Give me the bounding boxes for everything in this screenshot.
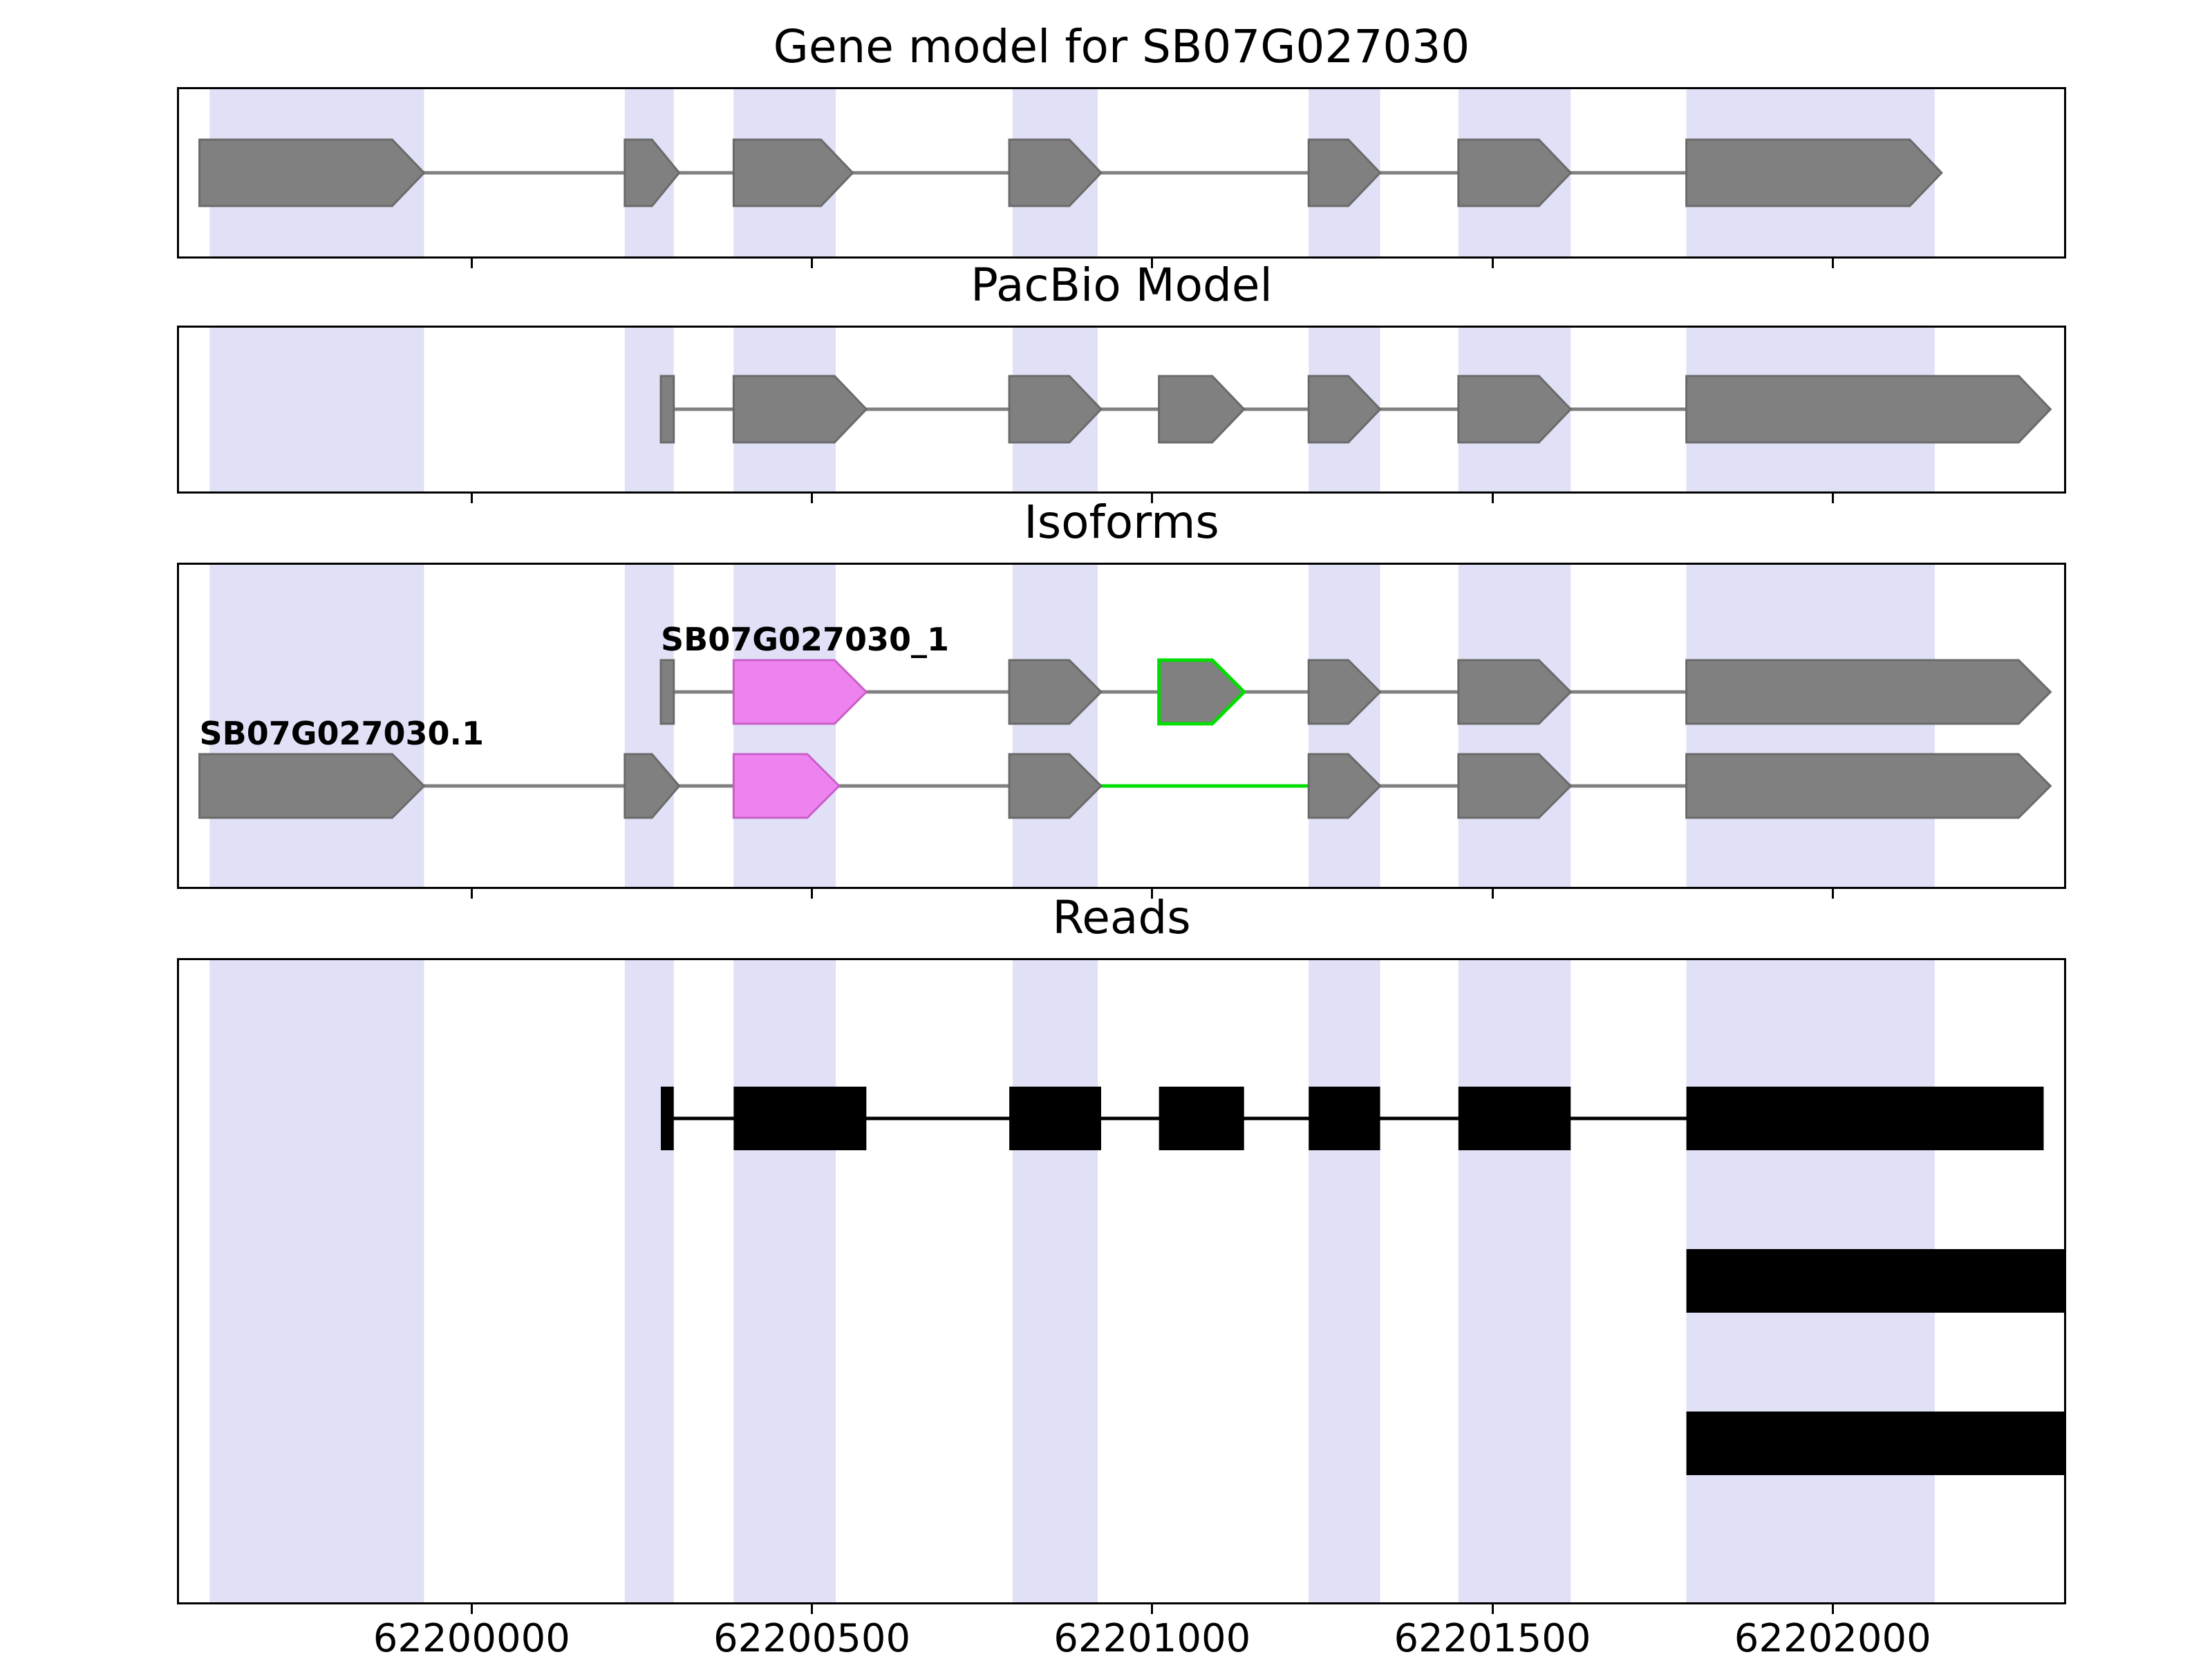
exon [624, 753, 681, 819]
read-block [1309, 1087, 1380, 1150]
x-axis-tick [811, 1604, 814, 1614]
isoform-label: SB07G027030.1 [200, 715, 484, 752]
x-axis-tick [1491, 494, 1494, 503]
exon [732, 375, 868, 444]
panel-title-reads: Reads [1052, 891, 1191, 944]
exon-highlight-band [624, 565, 674, 887]
isoform-label: SB07G027030_1 [661, 621, 949, 658]
exon [624, 138, 681, 207]
exon-highlight-band [624, 960, 674, 1602]
x-tick-label: 62202000 [1734, 1616, 1931, 1659]
x-axis-tick [470, 259, 473, 268]
panel-isoforms: SB07G027030_1 SB07G027030.1 [177, 563, 2066, 889]
read-block [1159, 1087, 1244, 1150]
x-axis-tick [470, 494, 473, 503]
exon-highlight-band [209, 565, 424, 887]
x-axis-tick [1831, 1604, 1834, 1614]
x-axis-tick [470, 889, 473, 899]
exon [198, 753, 426, 819]
exon-highlight-band [1458, 565, 1571, 887]
x-axis-tick [1831, 494, 1834, 503]
exon-highlight-band [1309, 960, 1380, 1602]
read-block [733, 1087, 867, 1150]
exon [1008, 375, 1103, 444]
exon [1457, 138, 1573, 207]
exon [1685, 375, 2052, 444]
exon [1307, 753, 1382, 819]
exon-highlight-band [1012, 565, 1098, 887]
x-axis-tick [811, 889, 814, 899]
exon [198, 138, 426, 207]
x-axis-tick [1151, 1604, 1154, 1614]
exon-highlight-band [733, 960, 836, 1602]
panel-title-pacbio-model: PacBio Model [971, 259, 1273, 312]
panel-canvas-reads [209, 960, 2064, 1602]
exon-stub [659, 375, 675, 444]
x-axis-tick [1491, 889, 1494, 899]
exon-highlight-band [1686, 565, 1935, 887]
exon [1008, 753, 1103, 819]
x-axis-tick [811, 259, 814, 268]
exon [1008, 659, 1103, 725]
exon-highlight-band [733, 565, 836, 887]
exon-highlight-band [209, 960, 424, 1602]
x-axis-tick [811, 494, 814, 503]
read-block [661, 1087, 674, 1150]
exon [1158, 375, 1246, 444]
panel-canvas-pacbio-model [209, 328, 2052, 491]
exon-magenta [732, 753, 841, 819]
read-block [1009, 1087, 1101, 1150]
x-axis-tick [1151, 889, 1154, 899]
exon [1307, 375, 1382, 444]
x-axis-tick [1831, 259, 1834, 268]
panel-reads [177, 958, 2066, 1604]
exon [1685, 138, 1943, 207]
x-tick-label: 62201500 [1394, 1616, 1591, 1659]
exon [1457, 375, 1573, 444]
panel-pacbio-model [177, 326, 2066, 494]
panel-title-isoforms: Isoforms [1024, 496, 1219, 549]
exon [1457, 659, 1573, 725]
exon-highlight-band [1458, 960, 1571, 1602]
panel-canvas-isoforms: SB07G027030_1 SB07G027030.1 [198, 565, 2052, 887]
x-axis-tick [1151, 494, 1154, 503]
exon-highlight-band [209, 328, 424, 491]
x-axis-tick [1831, 889, 1834, 899]
exon [1307, 659, 1382, 725]
exon-highlight-band [1309, 565, 1380, 887]
exon [1457, 753, 1573, 819]
read-block [1458, 1087, 1571, 1150]
exon [732, 138, 854, 207]
panel-title-gene-model: Gene model for SB07G027030 [773, 20, 1470, 73]
exon [1008, 138, 1103, 207]
x-axis-tick [470, 1604, 473, 1614]
exon-highlight-band [1012, 960, 1098, 1602]
exon-magenta [732, 659, 868, 725]
exon-stub [659, 659, 675, 725]
x-axis-tick [1491, 259, 1494, 268]
x-axis-tick [1151, 259, 1154, 268]
read-block [1686, 1412, 2064, 1475]
x-tick-label: 62200500 [713, 1616, 911, 1659]
exon [1685, 753, 2052, 819]
x-axis-tick [1491, 1604, 1494, 1614]
exon [1685, 659, 2052, 725]
x-tick-label: 62201000 [1053, 1616, 1251, 1659]
exon [1307, 138, 1382, 207]
read-block [1686, 1087, 2044, 1150]
exon-green-outline [1157, 658, 1247, 726]
panel-gene-model [177, 87, 2066, 259]
read-block [1686, 1249, 2064, 1313]
panel-canvas-gene-model [198, 89, 1943, 256]
x-tick-label: 62200000 [373, 1616, 570, 1659]
